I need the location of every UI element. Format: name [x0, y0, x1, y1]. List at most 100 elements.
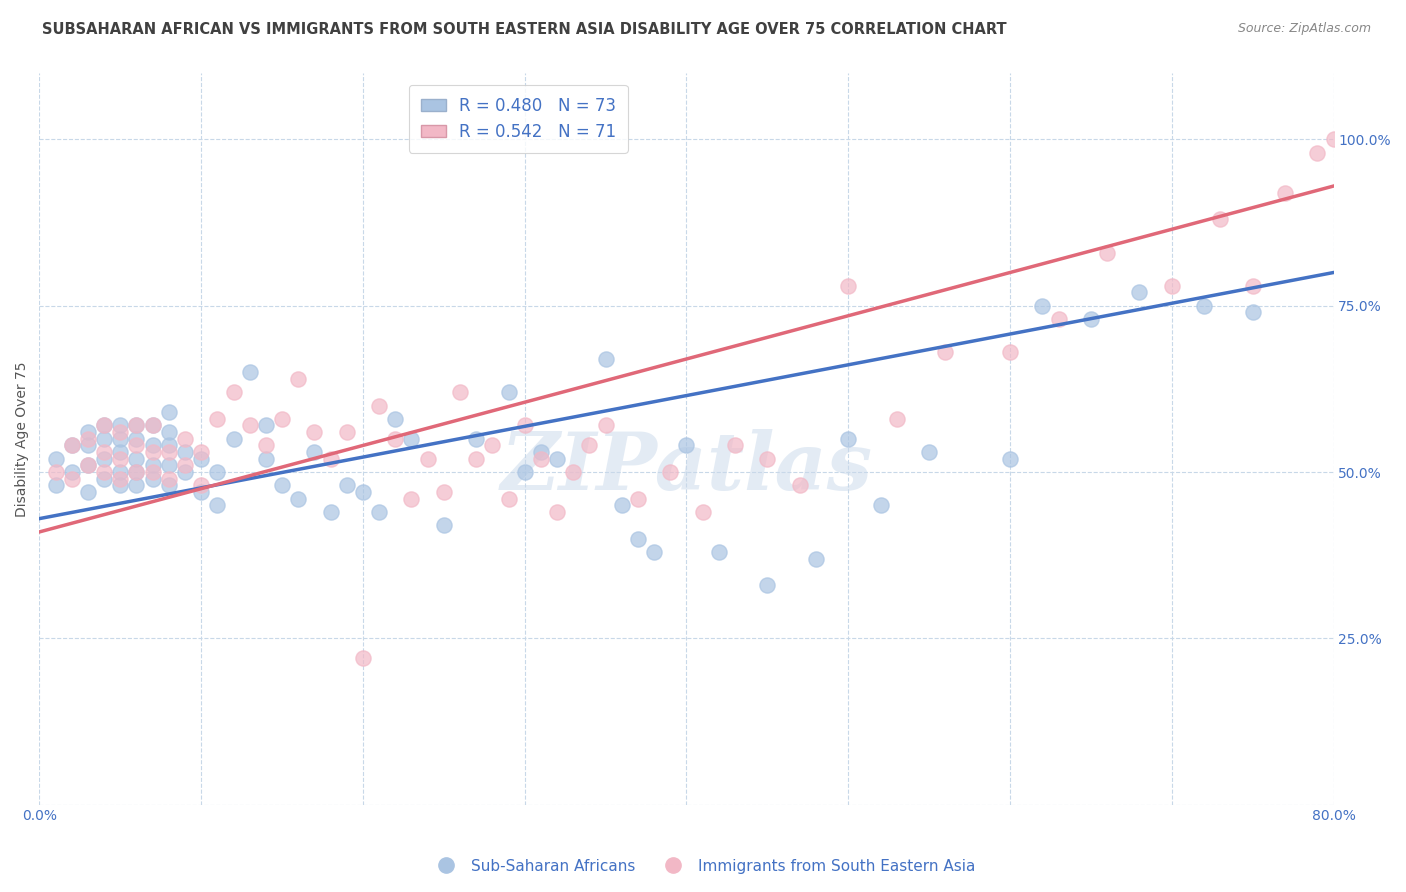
Point — [157, 458, 180, 473]
Point — [1047, 312, 1070, 326]
Point — [804, 551, 827, 566]
Point — [125, 418, 148, 433]
Point — [93, 445, 115, 459]
Point — [756, 578, 779, 592]
Point — [304, 445, 326, 459]
Legend: R = 0.480   N = 73, R = 0.542   N = 71: R = 0.480 N = 73, R = 0.542 N = 71 — [409, 85, 627, 153]
Point — [93, 472, 115, 486]
Point — [174, 458, 197, 473]
Point — [1241, 278, 1264, 293]
Point — [1095, 245, 1118, 260]
Point — [675, 438, 697, 452]
Point — [578, 438, 600, 452]
Point — [336, 425, 359, 439]
Point — [401, 491, 423, 506]
Point — [60, 438, 83, 452]
Point — [627, 491, 650, 506]
Point — [174, 445, 197, 459]
Point — [1306, 145, 1329, 160]
Point — [384, 412, 406, 426]
Point — [562, 465, 585, 479]
Point — [93, 451, 115, 466]
Point — [659, 465, 682, 479]
Point — [190, 451, 212, 466]
Point — [239, 365, 262, 379]
Point — [998, 451, 1021, 466]
Point — [125, 438, 148, 452]
Point — [1080, 312, 1102, 326]
Point — [190, 485, 212, 500]
Point — [918, 445, 941, 459]
Point — [368, 505, 391, 519]
Point — [77, 425, 100, 439]
Point — [142, 458, 165, 473]
Point — [190, 445, 212, 459]
Point — [319, 505, 342, 519]
Point — [433, 485, 456, 500]
Point — [142, 418, 165, 433]
Point — [869, 498, 891, 512]
Point — [77, 432, 100, 446]
Point — [1339, 132, 1361, 146]
Point — [45, 451, 67, 466]
Point — [384, 432, 406, 446]
Point — [1354, 132, 1376, 146]
Point — [157, 425, 180, 439]
Point — [465, 451, 488, 466]
Point — [886, 412, 908, 426]
Point — [207, 412, 229, 426]
Point — [125, 465, 148, 479]
Point — [1209, 212, 1232, 227]
Point — [837, 432, 859, 446]
Point — [1322, 132, 1344, 146]
Point — [513, 465, 536, 479]
Point — [498, 491, 520, 506]
Point — [998, 345, 1021, 359]
Point — [110, 478, 132, 492]
Point — [125, 478, 148, 492]
Y-axis label: Disability Age Over 75: Disability Age Over 75 — [15, 361, 30, 516]
Point — [60, 465, 83, 479]
Point — [110, 465, 132, 479]
Point — [498, 385, 520, 400]
Point — [222, 385, 245, 400]
Point — [125, 432, 148, 446]
Point — [287, 491, 309, 506]
Point — [254, 418, 277, 433]
Point — [207, 498, 229, 512]
Point — [1192, 299, 1215, 313]
Point — [254, 438, 277, 452]
Point — [157, 405, 180, 419]
Point — [530, 451, 553, 466]
Point — [481, 438, 503, 452]
Point — [627, 532, 650, 546]
Point — [1031, 299, 1053, 313]
Point — [60, 438, 83, 452]
Point — [304, 425, 326, 439]
Point — [319, 451, 342, 466]
Point — [1160, 278, 1182, 293]
Point — [207, 465, 229, 479]
Point — [174, 432, 197, 446]
Point — [595, 351, 617, 366]
Point — [513, 418, 536, 433]
Point — [271, 412, 294, 426]
Point — [837, 278, 859, 293]
Point — [93, 418, 115, 433]
Text: ZIPatlas: ZIPatlas — [501, 429, 873, 507]
Point — [45, 478, 67, 492]
Point — [271, 478, 294, 492]
Point — [1386, 132, 1406, 146]
Point — [142, 472, 165, 486]
Point — [530, 445, 553, 459]
Point — [110, 472, 132, 486]
Point — [45, 465, 67, 479]
Point — [546, 505, 568, 519]
Point — [1241, 305, 1264, 319]
Point — [110, 425, 132, 439]
Point — [1274, 186, 1296, 200]
Legend: Sub-Saharan Africans, Immigrants from South Eastern Asia: Sub-Saharan Africans, Immigrants from So… — [425, 853, 981, 880]
Point — [110, 432, 132, 446]
Point — [93, 465, 115, 479]
Point — [110, 418, 132, 433]
